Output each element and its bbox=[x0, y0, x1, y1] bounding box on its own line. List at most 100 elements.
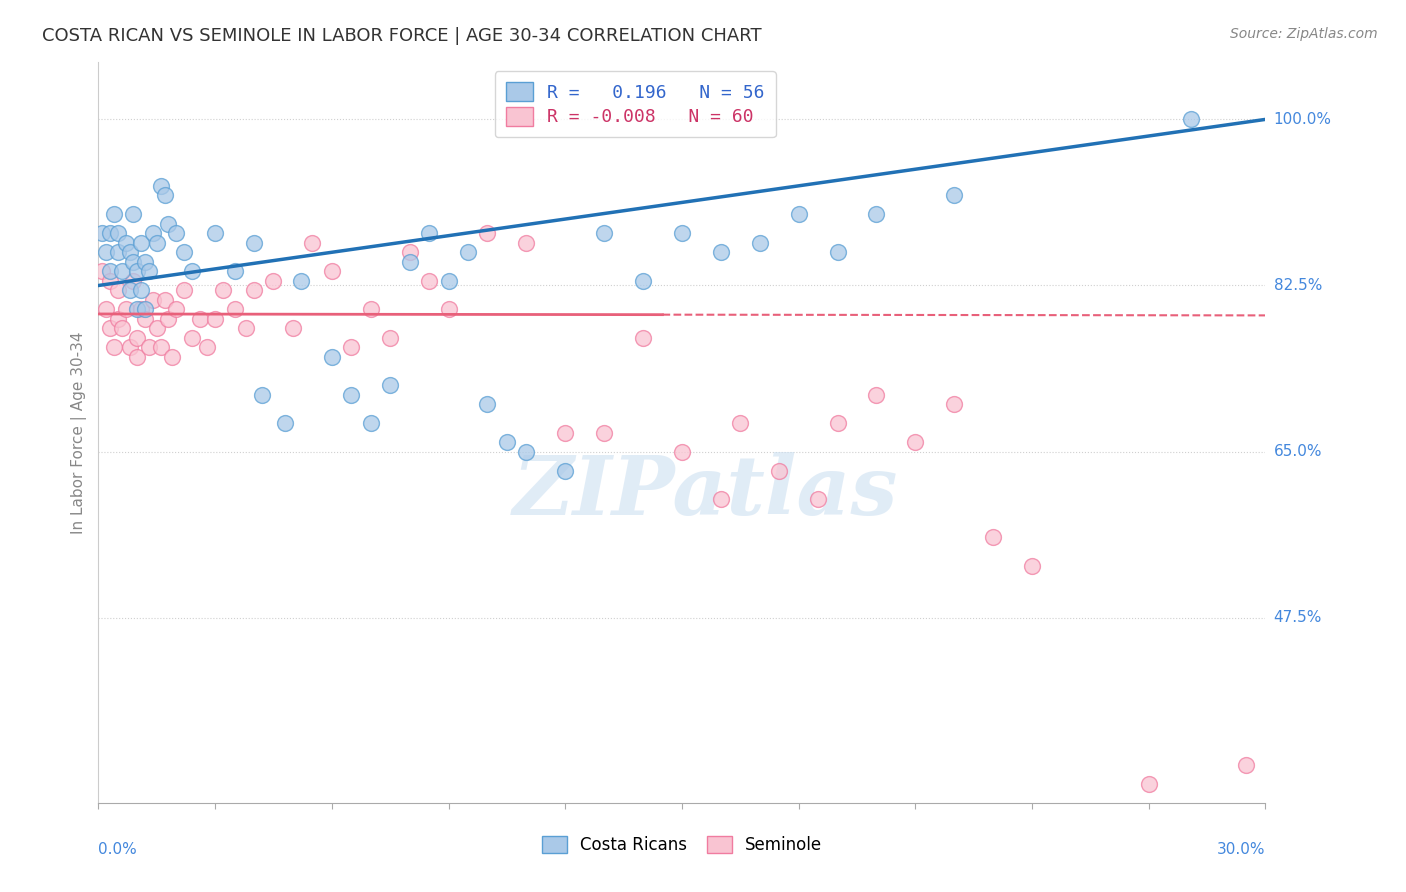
Point bbox=[96, 302, 118, 317]
Point bbox=[134, 302, 156, 317]
Point bbox=[380, 378, 402, 392]
Point bbox=[195, 340, 218, 354]
Point bbox=[360, 302, 382, 317]
Point bbox=[134, 254, 156, 268]
Point bbox=[91, 264, 114, 278]
Point bbox=[235, 321, 257, 335]
Point bbox=[380, 331, 402, 345]
Point bbox=[340, 387, 363, 401]
Point bbox=[457, 245, 479, 260]
Point bbox=[111, 264, 134, 278]
Point bbox=[157, 217, 180, 231]
Point bbox=[398, 245, 420, 260]
Point bbox=[134, 311, 156, 326]
Point bbox=[165, 227, 187, 241]
Point bbox=[162, 350, 184, 364]
Point bbox=[496, 435, 519, 450]
Point bbox=[418, 227, 440, 241]
Point bbox=[107, 227, 129, 241]
Point bbox=[477, 227, 499, 241]
Point bbox=[827, 416, 849, 430]
Point bbox=[730, 416, 752, 430]
Point bbox=[153, 293, 176, 307]
Point bbox=[243, 235, 266, 250]
Point bbox=[1234, 757, 1257, 772]
Point bbox=[710, 491, 733, 506]
Point bbox=[149, 178, 172, 193]
Point bbox=[1180, 112, 1202, 127]
Point bbox=[118, 283, 141, 297]
Point bbox=[173, 283, 195, 297]
Point bbox=[981, 530, 1004, 544]
Point bbox=[127, 331, 149, 345]
Point bbox=[180, 331, 202, 345]
Point bbox=[398, 254, 420, 268]
Text: 82.5%: 82.5% bbox=[1274, 278, 1322, 293]
Point bbox=[787, 207, 810, 221]
Point bbox=[290, 274, 312, 288]
Point bbox=[127, 264, 149, 278]
Point bbox=[153, 188, 176, 202]
Text: Source: ZipAtlas.com: Source: ZipAtlas.com bbox=[1230, 27, 1378, 41]
Text: 100.0%: 100.0% bbox=[1274, 112, 1331, 127]
Point bbox=[212, 283, 235, 297]
Point bbox=[243, 283, 266, 297]
Point bbox=[515, 444, 537, 458]
Point bbox=[943, 188, 966, 202]
Point bbox=[418, 274, 440, 288]
Legend: Costa Ricans, Seminole: Costa Ricans, Seminole bbox=[534, 830, 830, 861]
Point bbox=[360, 416, 382, 430]
Point bbox=[807, 491, 830, 506]
Point bbox=[301, 235, 323, 250]
Point bbox=[96, 245, 118, 260]
Point bbox=[114, 302, 136, 317]
Point bbox=[180, 264, 202, 278]
Point bbox=[515, 235, 537, 250]
Point bbox=[129, 302, 152, 317]
Text: 65.0%: 65.0% bbox=[1274, 444, 1322, 459]
Point bbox=[173, 245, 195, 260]
Point bbox=[146, 321, 169, 335]
Text: COSTA RICAN VS SEMINOLE IN LABOR FORCE | AGE 30-34 CORRELATION CHART: COSTA RICAN VS SEMINOLE IN LABOR FORCE |… bbox=[42, 27, 762, 45]
Point bbox=[118, 245, 141, 260]
Point bbox=[142, 227, 165, 241]
Point bbox=[865, 207, 887, 221]
Point bbox=[122, 207, 145, 221]
Point bbox=[138, 340, 160, 354]
Point bbox=[188, 311, 211, 326]
Point bbox=[593, 227, 616, 241]
Point bbox=[149, 340, 172, 354]
Point bbox=[129, 283, 152, 297]
Point bbox=[98, 321, 121, 335]
Point bbox=[748, 235, 770, 250]
Point bbox=[146, 235, 169, 250]
Point bbox=[165, 302, 187, 317]
Point bbox=[142, 293, 165, 307]
Point bbox=[262, 274, 284, 288]
Point bbox=[122, 254, 145, 268]
Point bbox=[224, 264, 246, 278]
Point bbox=[477, 397, 499, 411]
Point bbox=[437, 302, 460, 317]
Point bbox=[157, 311, 180, 326]
Point bbox=[114, 235, 136, 250]
Y-axis label: In Labor Force | Age 30-34: In Labor Force | Age 30-34 bbox=[72, 331, 87, 534]
Point bbox=[98, 274, 121, 288]
Point bbox=[1021, 558, 1043, 573]
Point bbox=[1137, 777, 1160, 791]
Point bbox=[91, 227, 114, 241]
Text: 0.0%: 0.0% bbox=[98, 842, 138, 856]
Point bbox=[129, 235, 152, 250]
Point bbox=[593, 425, 616, 440]
Point bbox=[554, 425, 576, 440]
Text: 47.5%: 47.5% bbox=[1274, 610, 1322, 625]
Point bbox=[340, 340, 363, 354]
Point bbox=[250, 387, 273, 401]
Point bbox=[274, 416, 297, 430]
Point bbox=[710, 245, 733, 260]
Point bbox=[111, 321, 134, 335]
Point bbox=[768, 464, 790, 478]
Point bbox=[554, 464, 576, 478]
Point bbox=[904, 435, 927, 450]
Point bbox=[321, 350, 343, 364]
